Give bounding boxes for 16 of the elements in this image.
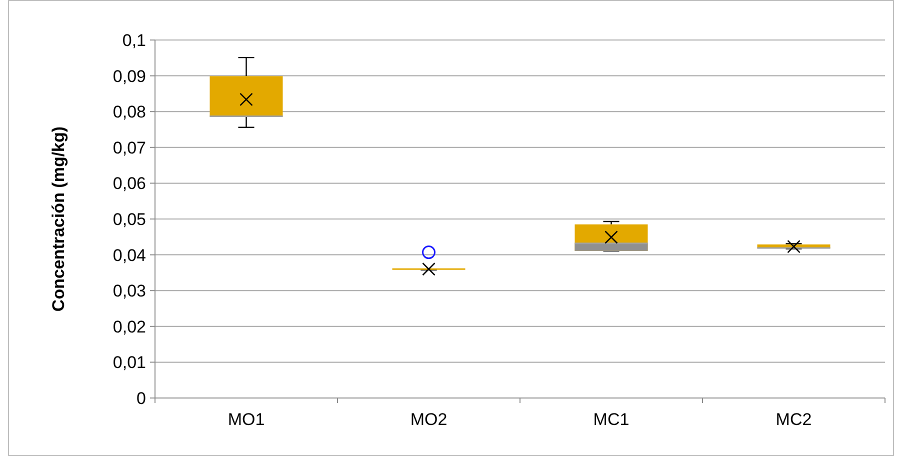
y-tick-label: 0,09 <box>112 66 146 86</box>
y-tick-label: 0,05 <box>112 210 146 229</box>
y-tick-label: 0,1 <box>122 30 146 50</box>
y-tick-label: 0,03 <box>112 282 146 301</box>
y-tick-label: 0,06 <box>112 174 146 194</box>
x-tick-label: MC1 <box>593 410 630 429</box>
y-axis-title: Concentración (mg/kg) <box>49 126 68 312</box>
y-tick-label: 0,08 <box>112 102 146 122</box>
y-tick-label: 0,02 <box>112 317 146 336</box>
x-tick-label: MO1 <box>228 410 265 429</box>
y-tick-label: 0,01 <box>112 353 146 372</box>
y-tick-label: 0,07 <box>112 138 146 158</box>
y-tick-label: 0,04 <box>112 246 146 265</box>
x-tick-label: MC2 <box>776 410 812 429</box>
x-tick-label: MO2 <box>410 410 448 429</box>
y-tick-label: 0 <box>136 388 146 408</box>
